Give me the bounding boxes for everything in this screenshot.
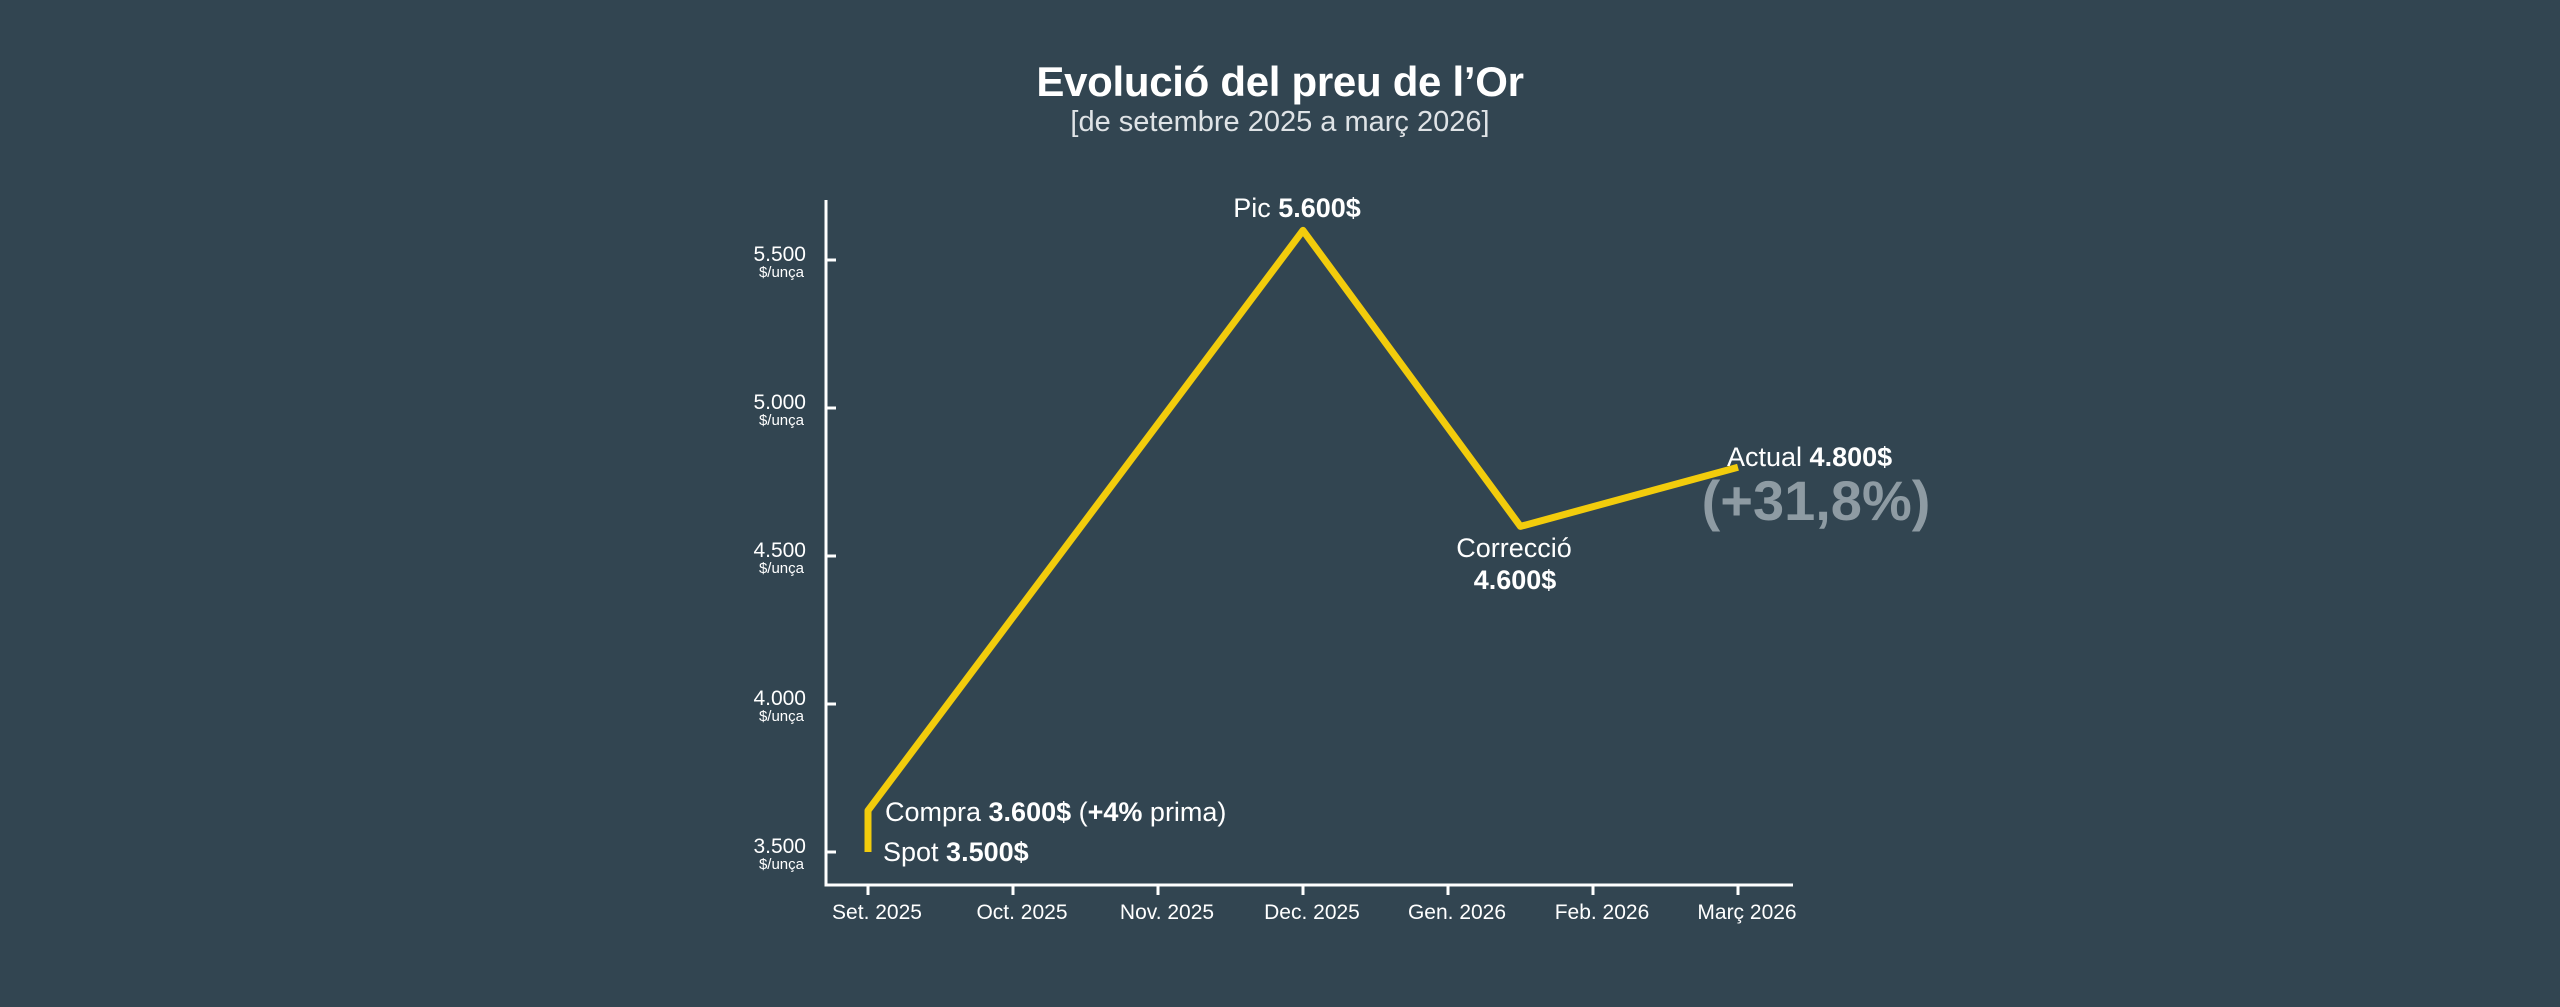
y-tick-label: 4.000 [753, 687, 806, 710]
y-tick-unit: $/unça [759, 560, 805, 577]
chart-title: Evolució del preu de l’Or [1036, 58, 1524, 105]
annotation-compra-premium: +4% [1088, 797, 1143, 827]
y-tick-unit: $/unça [759, 412, 805, 429]
x-tick-label: Nov. 2025 [1120, 901, 1214, 924]
annotation-spot-value: 3.500$ [946, 837, 1029, 867]
y-tick-label: 5.000 [753, 391, 806, 414]
y-tick-unit: $/unça [759, 708, 805, 725]
annotation-correccio-value: 4.600$ [1474, 565, 1557, 595]
annotation-compra-value: 3.600$ [989, 797, 1072, 827]
x-tick-label: Gen. 2026 [1408, 901, 1506, 924]
annotation-spot: Spot 3.500$ [883, 837, 1029, 867]
annotation-compra-suffix: prima) [1142, 797, 1226, 827]
chart-axes [824, 200, 1793, 887]
y-tick-label: 5.500 [753, 243, 806, 266]
x-tick-label: Set. 2025 [832, 901, 922, 924]
annotation-compra-prefix: Compra [885, 797, 989, 827]
annotation-pic: Pic 5.600$ [1233, 193, 1361, 223]
x-tick-label: Feb. 2026 [1555, 901, 1650, 924]
chart-subtitle: [de setembre 2025 a març 2026] [1070, 106, 1490, 138]
y-axis-ticks: 3.500$/unça4.000$/unça4.500$/unça5.000$/… [753, 243, 836, 873]
annotation-actual-value: 4.800$ [1810, 442, 1893, 472]
x-tick-label: Dec. 2025 [1264, 901, 1360, 924]
y-tick-label: 3.500 [753, 835, 806, 858]
y-tick-label: 4.500 [753, 539, 806, 562]
x-tick-label: Oct. 2025 [976, 901, 1067, 924]
annotation-actual: Actual 4.800$ [1727, 442, 1892, 472]
annotation-correccio-label: Correcció [1456, 533, 1572, 563]
price-series [864, 226, 1739, 852]
price-line [864, 226, 1739, 852]
x-axis-ticks: Set. 2025 Oct. 2025 Nov. 2025 Dec. 2025 Gen.… [832, 885, 1797, 924]
annotation-compra: Compra 3.600$ (+4% prima) [885, 797, 1226, 827]
annotation-pic-prefix: Pic [1233, 193, 1278, 223]
y-tick-unit: $/unça [759, 856, 805, 873]
annotation-actual-change: (+31,8%) [1702, 469, 1931, 532]
x-tick-label: Març 2026 [1697, 901, 1796, 924]
annotation-spot-prefix: Spot [883, 837, 946, 867]
annotation-compra-paren: ( [1071, 797, 1088, 827]
annotation-actual-prefix: Actual [1727, 442, 1810, 472]
annotation-pic-value: 5.600$ [1278, 193, 1361, 223]
y-tick-unit: $/unça [759, 264, 805, 281]
